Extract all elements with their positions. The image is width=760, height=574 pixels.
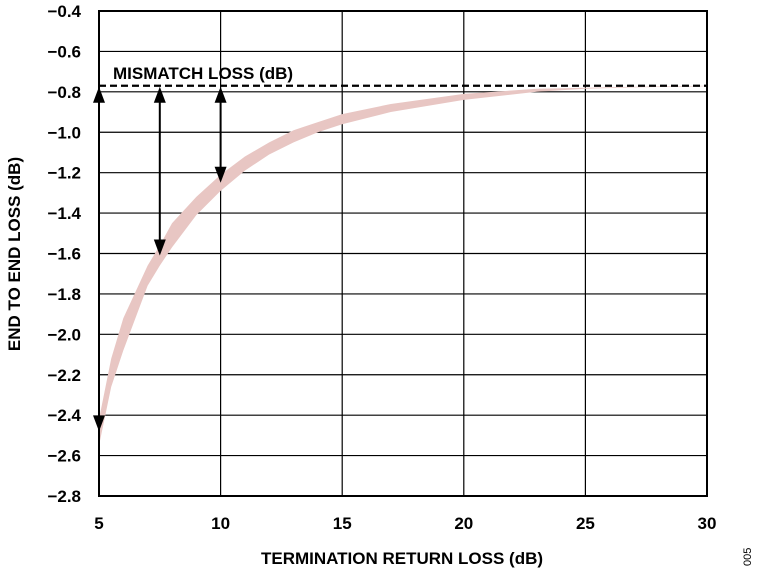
y-tick-label: −1.6	[47, 245, 81, 264]
band-layer	[99, 85, 707, 446]
y-tick-label: −1.8	[47, 285, 81, 304]
arrow-head-down	[214, 166, 227, 183]
y-tick-label: −1.4	[47, 204, 81, 223]
loss-band	[99, 85, 707, 446]
x-tick-label: 30	[698, 514, 717, 533]
y-tick-label: −0.8	[47, 83, 81, 102]
x-tick-label: 20	[454, 514, 473, 533]
y-tick-label: −2.8	[47, 487, 81, 506]
grid	[98, 10, 708, 497]
x-tick-label: 5	[94, 514, 103, 533]
mismatch-loss-label: MISMATCH LOSS (dB)	[113, 64, 293, 83]
arrow-head-up	[214, 86, 227, 103]
y-tick-labels: −0.4 −0.6 −0.8 −1.0 −1.2 −1.4 −1.6 −1.8 −2.0 −2.2…	[47, 2, 81, 506]
y-tick-label: −2.0	[47, 325, 81, 344]
arrow-head-up	[153, 86, 166, 103]
dimension-arrow	[214, 86, 227, 183]
y-tick-label: −0.6	[47, 42, 81, 61]
y-axis-title: END TO END LOSS (dB)	[5, 157, 24, 351]
y-tick-label: −1.2	[47, 164, 81, 183]
dimension-arrow	[153, 86, 166, 256]
x-tick-label: 25	[576, 514, 595, 533]
arrow-head-down	[153, 239, 166, 256]
x-tick-labels: 5 10 15 20 25 30	[94, 514, 716, 533]
x-tick-label: 15	[333, 514, 352, 533]
y-tick-label: −1.0	[47, 123, 81, 142]
figure-id: 005	[742, 548, 754, 566]
y-tick-label: −2.2	[47, 366, 81, 385]
x-tick-label: 10	[211, 514, 230, 533]
y-tick-label: −2.6	[47, 447, 81, 466]
y-tick-label: −2.4	[47, 406, 81, 425]
x-axis-title: TERMINATION RETURN LOSS (dB)	[261, 549, 543, 568]
y-tick-label: −0.4	[47, 2, 81, 21]
plot-frame	[98, 10, 708, 497]
